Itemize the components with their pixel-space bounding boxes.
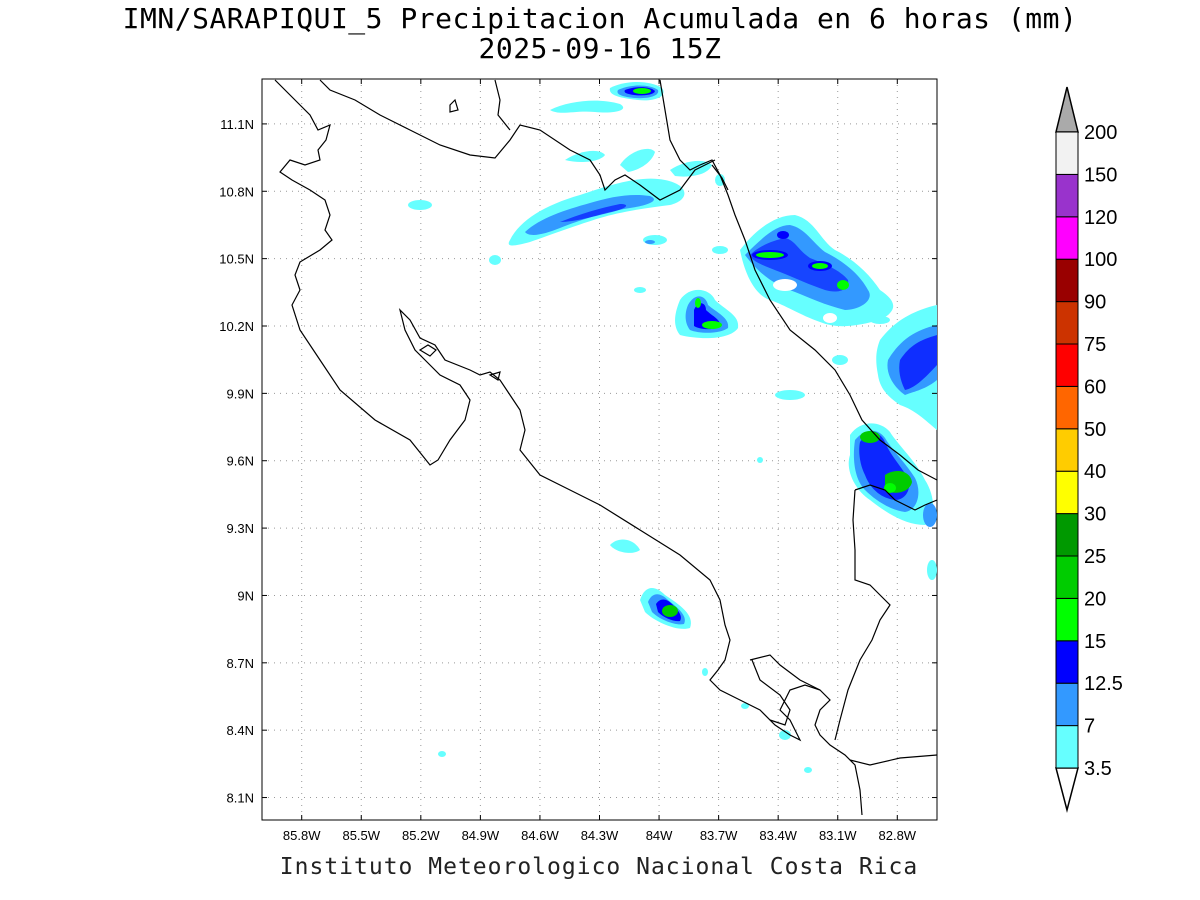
colorbar-level-label: 20: [1084, 588, 1106, 610]
rain-area-south: [438, 539, 812, 773]
colorbar-swatch: [1055, 597, 1079, 642]
lon-tick-label: 84.9W: [462, 828, 500, 843]
lon-tick-label: 82.8W: [879, 828, 917, 843]
rain-area-east-edge: [876, 305, 937, 430]
lat-tick-label: 10.8N: [219, 184, 254, 199]
colorbar-level-label: 120: [1084, 207, 1117, 229]
colorbar-swatch: [1055, 513, 1079, 557]
lon-tick-label: 83.4W: [759, 828, 797, 843]
colorbar-level-label: 7: [1084, 716, 1095, 738]
colorbar-level-label: 25: [1084, 546, 1106, 568]
colorbar-swatch: [1055, 470, 1079, 515]
lon-tick-label: 83.7W: [700, 828, 738, 843]
colorbar-swatch: [1055, 385, 1079, 430]
colorbar-level-label: 40: [1084, 461, 1106, 483]
lat-tick-label: 9.6N: [227, 454, 254, 469]
precipitation-areas: [408, 82, 937, 773]
colorbar-level-label: 75: [1084, 334, 1106, 356]
rain-area-north: [408, 82, 728, 293]
lon-tick-label: 85.2W: [402, 828, 440, 843]
rain-area-south-caribbean: [757, 423, 937, 580]
map-subtitle-date: 2025-09-16 15Z: [478, 32, 722, 65]
lat-tick-label: 8.1N: [227, 791, 254, 806]
colorbar-level-label: 150: [1084, 164, 1117, 186]
lat-tick-label: 9N: [237, 588, 254, 603]
lon-tick-label: 85.8W: [283, 828, 321, 843]
colorbar-swatch: [1055, 682, 1079, 727]
lon-tick-label: 84W: [646, 828, 673, 843]
colorbar-level-label: 3.5: [1084, 758, 1112, 780]
map-axes: 85.8W 85.5W 85.2W 84.9W 84.6W 84.3W 84W 83.7W 83…: [219, 79, 937, 843]
colorbar-swatch: [1055, 640, 1079, 684]
colorbar: 3.5 7 12.5 15 20 25 30 40 50 60 75 90 100 120 150 200: [1055, 86, 1123, 813]
colorbar-swatch: [1055, 216, 1079, 260]
lat-tick-label: 9.3N: [227, 521, 254, 536]
colorbar-bottom-arrow: [1055, 767, 1079, 813]
coastlines-borders: [274, 79, 937, 816]
colorbar-level-label: 12.5: [1084, 673, 1123, 695]
colorbar-swatch: [1055, 555, 1079, 599]
colorbar-level-label: 60: [1084, 376, 1106, 398]
lat-tick-label: 9.9N: [227, 386, 254, 401]
lon-tick-label: 83.1W: [819, 828, 857, 843]
colorbar-swatch: [1055, 725, 1079, 769]
colorbar-level-label: 200: [1084, 122, 1117, 144]
rain-area-caribbean: [740, 215, 894, 400]
colorbar-swatch: [1055, 131, 1079, 175]
colorbar-swatch: [1055, 428, 1079, 472]
lon-tick-label: 84.3W: [581, 828, 619, 843]
colorbar-swatch: [1055, 301, 1079, 345]
colorbar-swatch: [1055, 258, 1079, 303]
lat-tick-label: 11.1N: [220, 117, 254, 132]
lon-tick-label: 85.5W: [342, 828, 380, 843]
colorbar-swatch: [1055, 173, 1079, 218]
colorbar-level-label: 30: [1084, 504, 1106, 526]
rain-area-central-east: [675, 289, 739, 339]
lat-tick-label: 8.4N: [227, 723, 254, 738]
map-title: IMN/SARAPIQUI_5 Precipitacion Acumulada …: [122, 2, 1078, 35]
colorbar-level-label: 100: [1084, 249, 1117, 271]
colorbar-top-arrow: [1055, 86, 1079, 133]
lat-tick-label: 8.7N: [227, 656, 254, 671]
lon-tick-label: 84.6W: [521, 828, 559, 843]
footer-credit: Instituto Meteorologico Nacional Costa R…: [279, 854, 919, 880]
colorbar-level-label: 90: [1084, 292, 1106, 314]
colorbar-swatch: [1055, 343, 1079, 387]
lat-tick-label: 10.2N: [219, 319, 254, 334]
colorbar-level-label: 15: [1084, 631, 1106, 653]
colorbar-level-label: 50: [1084, 419, 1106, 441]
lat-tick-label: 10.5N: [219, 252, 254, 267]
